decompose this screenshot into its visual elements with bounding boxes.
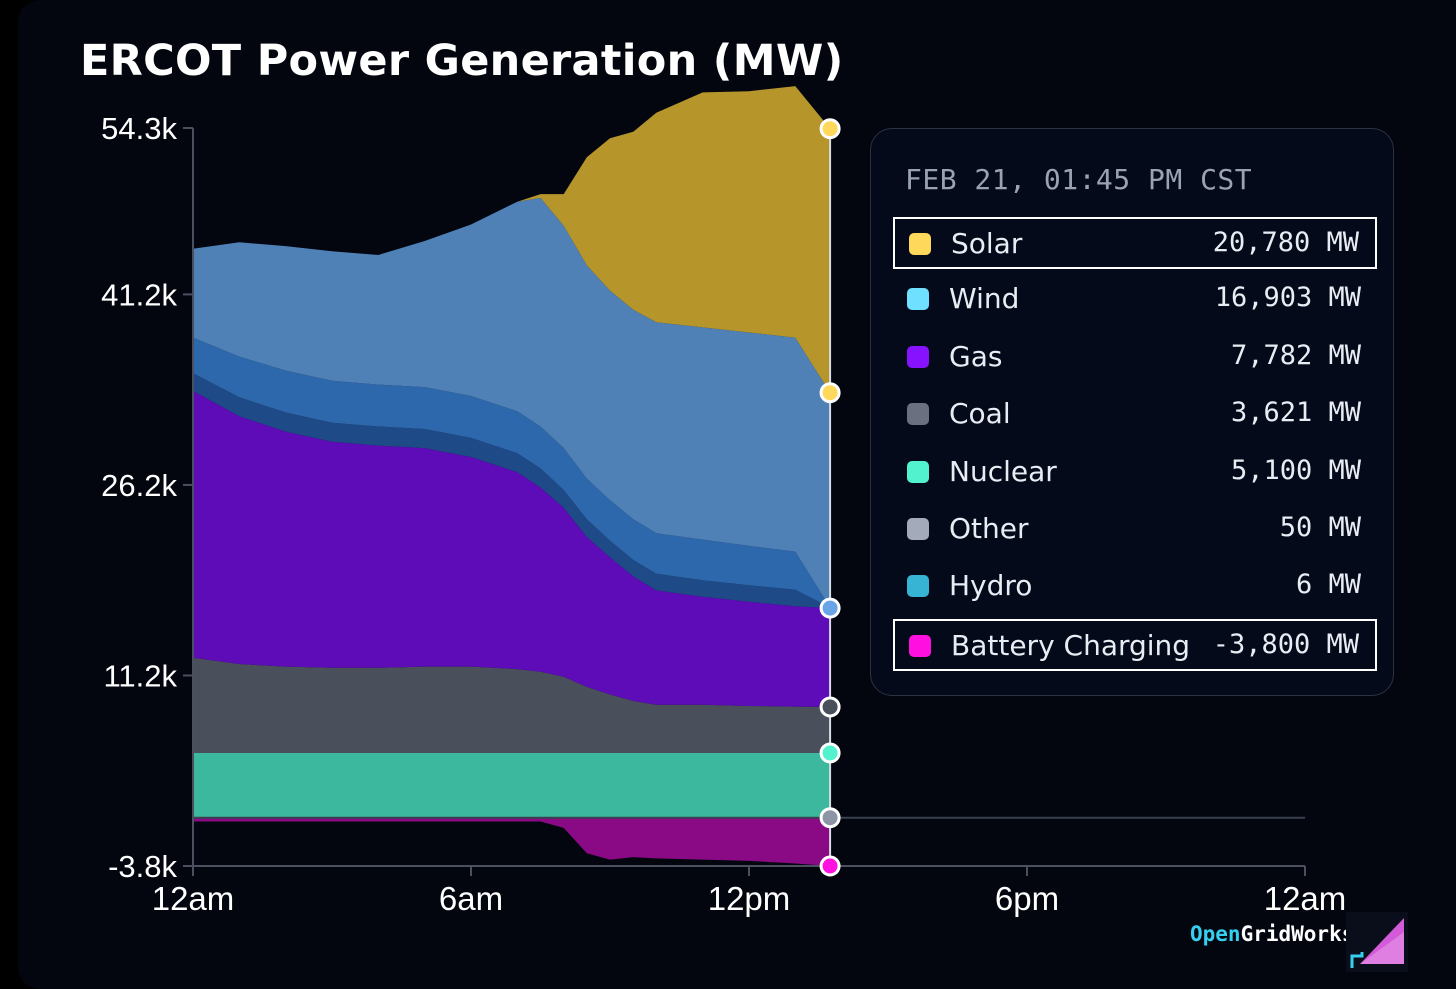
x-tick-label: 12am — [152, 880, 235, 917]
x-tick-label: 12pm — [708, 880, 791, 917]
tooltip-series-label: Gas — [949, 339, 1003, 373]
tooltip-timestamp: FEB 21, 01:45 PM CST — [905, 163, 1253, 196]
hover-cursor-group — [819, 118, 841, 877]
x-tick-label: 12am — [1264, 880, 1347, 917]
cursor-dot-solar — [819, 118, 841, 140]
tooltip-series-label: Wind — [949, 282, 1020, 316]
cursor-dot-coal — [819, 696, 841, 718]
tooltip-series-label: Coal — [949, 397, 1011, 431]
tooltip-series-value: -3,800 MW — [1212, 628, 1359, 660]
chart-title: ERCOT Power Generation (MW) — [80, 36, 844, 86]
tooltip-row-battery-charging: Battery Charging -3,800 MW — [893, 618, 1377, 671]
area-other — [193, 373, 831, 609]
tooltip-row-coal: Coal 3,621 MW — [893, 389, 1377, 441]
tooltip-series-value: 3,621 MW — [1230, 397, 1361, 429]
legend-swatch — [907, 288, 929, 311]
tooltip-series-value: 6 MW — [1295, 569, 1361, 601]
y-tick-label: 26.2k — [101, 468, 177, 503]
cursor-dot-other — [819, 807, 841, 829]
legend-swatch — [907, 345, 929, 368]
brand-wordmark: OpenGridWorks — [1190, 922, 1354, 946]
tooltip-series-value: 20,780 MW — [1212, 227, 1359, 258]
tooltip-row-hydro: Hydro 6 MW — [893, 561, 1377, 613]
legend-swatch — [907, 460, 929, 483]
legend-swatch — [909, 634, 931, 657]
tooltip-row-nuclear: Nuclear 5,100 MW — [893, 447, 1377, 499]
tooltip-series-value: 7,782 MW — [1230, 339, 1361, 371]
tooltip-series-label: Nuclear — [949, 454, 1057, 488]
cursor-dot-wind — [819, 382, 841, 404]
area-coal — [193, 657, 831, 753]
tooltip-series-value: 50 MW — [1279, 512, 1361, 543]
area-hydro — [193, 337, 831, 608]
area-battery-charging — [193, 817, 831, 866]
cursor-dot-battery — [819, 855, 841, 877]
x-tick-label: 6am — [439, 880, 503, 917]
tooltip-series-value: 16,903 MW — [1214, 282, 1361, 314]
brand-part-gridworks: GridWorks — [1240, 922, 1355, 946]
area-wind — [193, 197, 831, 608]
area-solar — [193, 86, 831, 393]
legend-swatch — [907, 518, 929, 540]
tooltip-series-label: Hydro — [949, 569, 1033, 603]
hover-tooltip: FEB 21, 01:45 PM CST Solar 20,780 MW Wind 1… — [870, 128, 1394, 696]
tooltip-series-label: Battery Charging — [951, 628, 1191, 662]
tooltip-row-other: Other 50 MW — [893, 504, 1377, 556]
y-tick-label: 11.2k — [103, 658, 177, 693]
tooltip-row-wind: Wind 16,903 MW — [893, 274, 1377, 326]
cursor-dot-nuclear — [819, 742, 841, 764]
brand-part-open: Open — [1190, 922, 1241, 946]
tooltip-series-label: Solar — [951, 227, 1023, 260]
y-tick-label: -3.8k — [108, 849, 177, 884]
tooltip-series-label: Other — [949, 512, 1029, 545]
legend-swatch — [909, 233, 931, 255]
area-nuclear — [193, 753, 831, 818]
legend-swatch — [907, 403, 929, 426]
tooltip-series-value: 5,100 MW — [1230, 454, 1361, 486]
tooltip-row-solar: Solar 20,780 MW — [893, 217, 1377, 269]
tooltip-row-gas: Gas 7,782 MW — [893, 332, 1377, 384]
area-series-group — [193, 86, 831, 866]
legend-swatch — [907, 575, 929, 598]
x-tick-label: 6pm — [995, 880, 1059, 917]
opengridworks-logo-icon — [1346, 912, 1408, 972]
cursor-dot-gas — [819, 597, 841, 619]
y-tick-label: 54.3k — [101, 111, 177, 146]
y-tick-label: 41.2k — [101, 277, 177, 312]
area-gas — [193, 390, 831, 707]
